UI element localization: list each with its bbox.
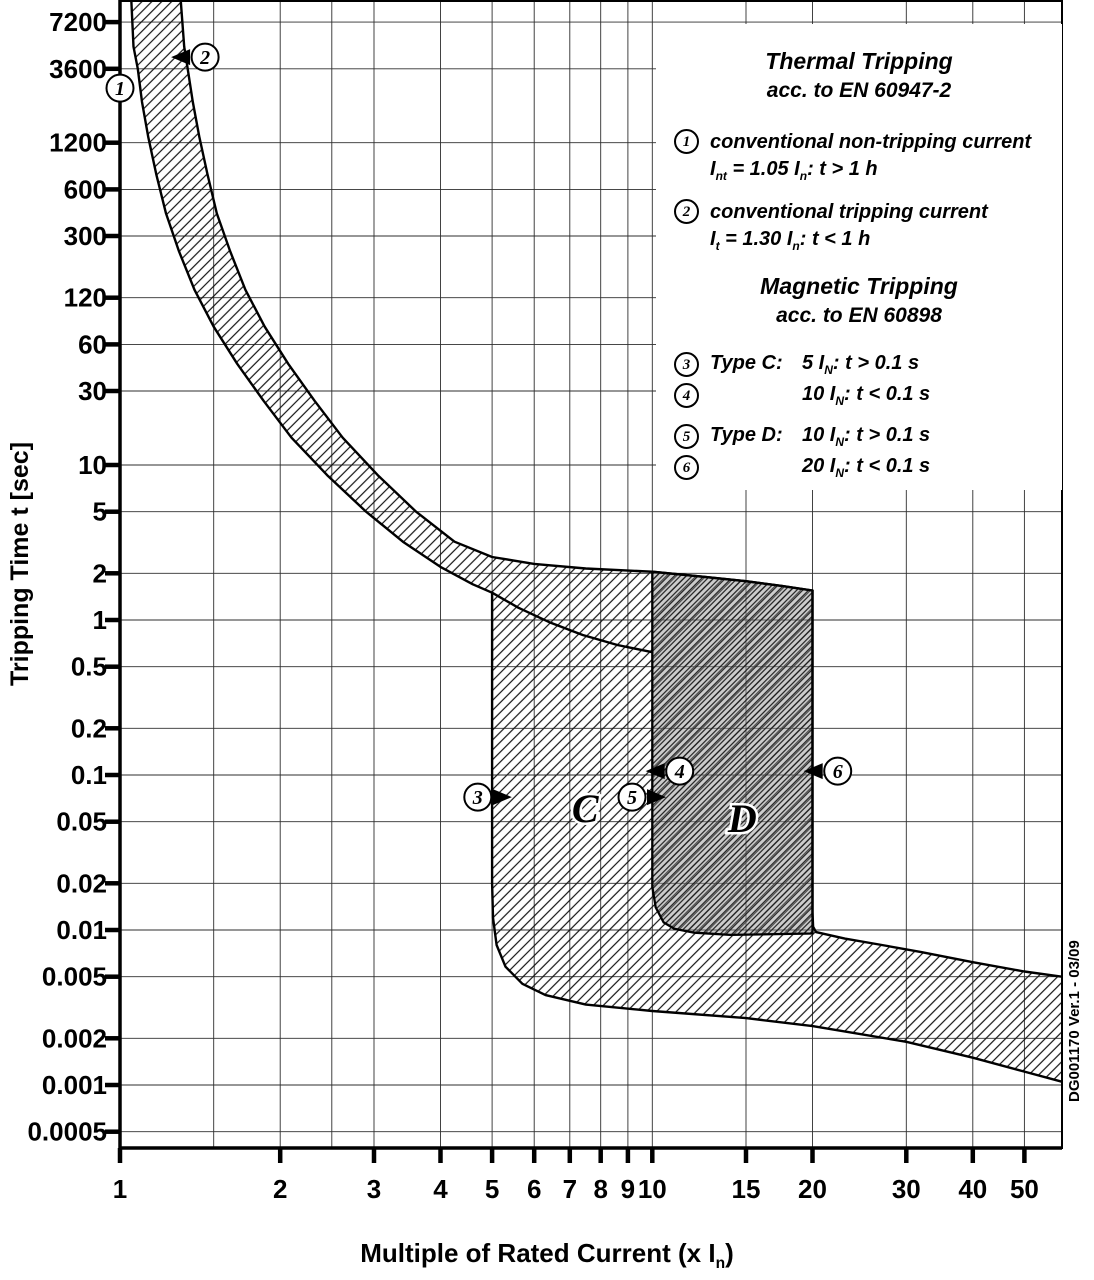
legend-item-desc: conventional non-tripping current — [710, 131, 1032, 153]
y-tick-labels: 7200 3600 1200 600 300 120 60 30 10 5 2 1 0.5 0.2 0.1 0… — [27, 7, 120, 1147]
legend-item-2: 2 conventional tripping current It = 1.30 … — [674, 199, 1056, 253]
svg-text:8: 8 — [593, 1174, 607, 1204]
svg-text:10: 10 — [638, 1174, 667, 1204]
x-tick-labels: 1 2 3 4 5 6 7 8 9 10 15 20 30 40 50 — [113, 1148, 1039, 1204]
marker-1: 1 — [105, 73, 135, 103]
legend-item-6: 6 20 IN: t < 0.1 s — [674, 455, 1056, 480]
svg-text:10: 10 — [78, 450, 107, 480]
svg-text:5: 5 — [627, 787, 637, 809]
legend-item-4: 4 10 IN: t < 0.1 s — [674, 383, 1056, 408]
circled-number-2: 2 — [674, 199, 699, 224]
svg-text:3600: 3600 — [49, 54, 107, 84]
svg-text:0.01: 0.01 — [56, 915, 107, 945]
svg-text:20: 20 — [798, 1174, 827, 1204]
legend-item-formula: 10 IN: t > 0.1 s — [802, 424, 931, 449]
svg-text:0.5: 0.5 — [71, 652, 107, 682]
svg-text:7200: 7200 — [49, 7, 107, 37]
type-c-boundary-curve — [490, 591, 1063, 1083]
svg-text:0.005: 0.005 — [42, 962, 107, 992]
type-d-boundary-curve — [811, 589, 1063, 978]
svg-text:40: 40 — [958, 1174, 987, 1204]
legend-item-formula: It = 1.30 In: t < 1 h — [710, 228, 871, 253]
svg-text:0.2: 0.2 — [71, 713, 107, 743]
svg-text:60: 60 — [78, 329, 107, 359]
svg-text:7: 7 — [563, 1174, 577, 1204]
svg-text:15: 15 — [732, 1174, 761, 1204]
magnetic-section-subtitle: acc. to EN 60898 — [776, 304, 942, 327]
thermal-section-subtitle: acc. to EN 60947-2 — [766, 79, 952, 102]
legend-panel: Thermal Tripping acc. to EN 60947-2 1 con… — [656, 24, 1062, 490]
svg-text:4: 4 — [674, 761, 685, 783]
svg-text:5: 5 — [93, 497, 107, 527]
region-label-C: C — [572, 786, 600, 831]
svg-text:1200: 1200 — [49, 128, 107, 158]
marker-3: 3 — [463, 782, 512, 812]
legend-item-type: Type C: — [710, 352, 783, 374]
svg-text:3: 3 — [472, 787, 483, 809]
y-axis-title: Tripping Time t [sec] — [6, 441, 34, 686]
svg-text:30: 30 — [892, 1174, 921, 1204]
trip-zone-region — [131, 0, 1062, 1082]
marker-arrow-left — [171, 49, 191, 66]
marker-6: 6 — [803, 756, 853, 786]
legend-item-formula: 10 IN: t < 0.1 s — [802, 383, 931, 408]
legend-item-3: 3 Type C: 5 IN: t > 0.1 s — [674, 352, 1056, 377]
svg-text:2: 2 — [93, 558, 107, 588]
marker-arrow-left — [803, 763, 823, 780]
svg-text:6: 6 — [527, 1174, 541, 1204]
svg-text:2: 2 — [273, 1174, 287, 1204]
legend-item-desc: conventional tripping current — [710, 201, 988, 223]
legend-item-formula: Int = 1.05 In: t > 1 h — [710, 158, 878, 183]
type-d-region — [651, 570, 814, 937]
circled-number-3: 3 — [674, 352, 699, 377]
x-axis-title: Multiple of Rated Current (x In) — [360, 1238, 734, 1273]
document-id-note: DG001170 Ver.1 - 03/09 — [1066, 940, 1083, 1102]
svg-text:6: 6 — [833, 761, 843, 783]
svg-text:0.002: 0.002 — [42, 1023, 107, 1053]
svg-text:1: 1 — [93, 605, 107, 635]
thermal-section-title: Thermal Tripping — [765, 48, 953, 74]
svg-text:4: 4 — [433, 1174, 448, 1204]
svg-text:600: 600 — [64, 174, 107, 204]
circled-number-4: 4 — [674, 383, 699, 408]
svg-text:0.05: 0.05 — [56, 807, 107, 837]
svg-text:300: 300 — [64, 221, 107, 251]
svg-text:9: 9 — [621, 1174, 635, 1204]
svg-text:30: 30 — [78, 376, 107, 406]
thermal-items: 1 conventional non-tripping current Int = … — [656, 129, 1062, 253]
svg-text:0.02: 0.02 — [56, 868, 107, 898]
legend-item-formula: 5 IN: t > 0.1 s — [802, 352, 920, 377]
svg-text:50: 50 — [1010, 1174, 1039, 1204]
svg-text:1: 1 — [115, 78, 125, 100]
magnetic-section-title: Magnetic Tripping — [760, 273, 958, 299]
marker-arrow-right — [492, 789, 512, 806]
magnetic-items: 3 Type C: 5 IN: t > 0.1 s 4 10 IN: t < 0.1 s… — [656, 352, 1062, 480]
legend-item-formula: 20 IN: t < 0.1 s — [802, 455, 931, 480]
circled-number-1: 1 — [674, 129, 699, 154]
marker-2: 2 — [171, 42, 220, 72]
thermal-upper-curve — [179, 0, 814, 592]
marker-arrow-right — [647, 789, 666, 806]
svg-text:2: 2 — [199, 47, 210, 69]
marker-5: 5 — [617, 782, 666, 812]
svg-text:0.0005: 0.0005 — [27, 1117, 107, 1147]
svg-text:0.001: 0.001 — [42, 1070, 107, 1100]
legend-item-1: 1 conventional non-tripping current Int = … — [674, 129, 1056, 183]
marker-arrow-left — [645, 763, 665, 780]
marker-4: 4 — [645, 756, 695, 786]
svg-text:3: 3 — [367, 1174, 381, 1204]
svg-text:5: 5 — [485, 1174, 499, 1204]
legend-item-type: Type D: — [710, 424, 783, 446]
region-label-D: D — [727, 796, 757, 841]
svg-text:120: 120 — [64, 283, 107, 313]
thermal-lower-curve — [130, 0, 654, 654]
legend-item-5: 5 Type D: 10 IN: t > 0.1 s — [674, 424, 1056, 449]
circled-number-6: 6 — [674, 455, 699, 480]
circled-number-5: 5 — [674, 424, 699, 449]
svg-text:1: 1 — [113, 1174, 127, 1204]
svg-text:0.1: 0.1 — [71, 760, 107, 790]
